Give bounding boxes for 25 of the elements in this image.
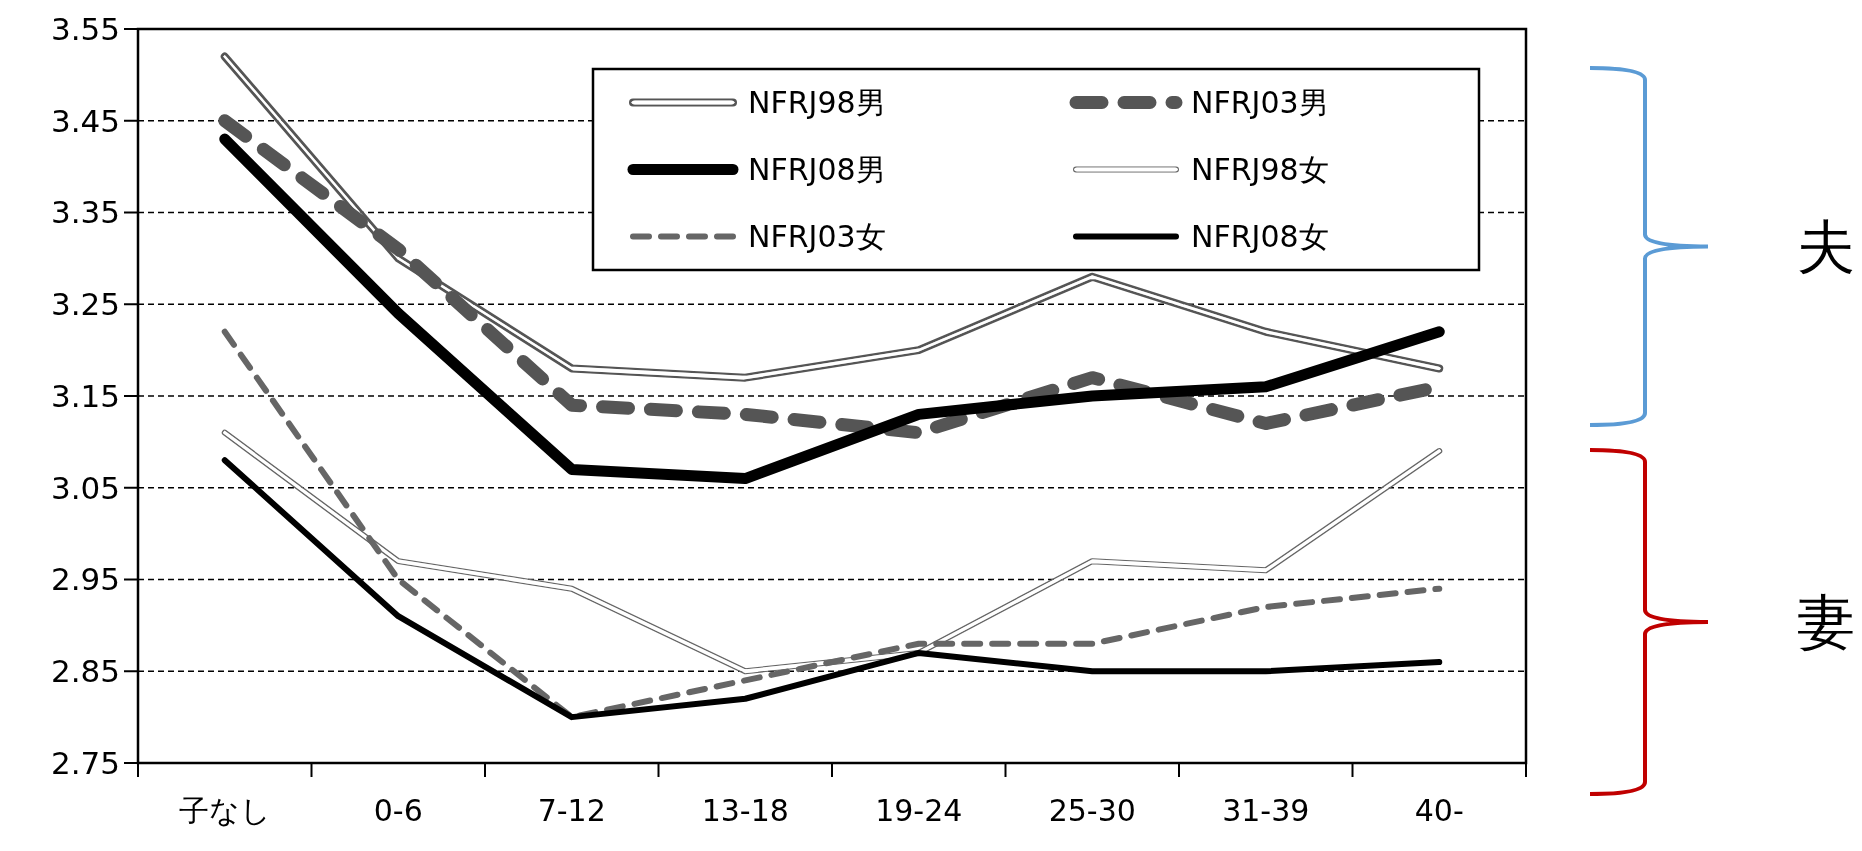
y-tick-label: 2.75 (50, 744, 120, 781)
x-tick-label: 0-6 (373, 793, 423, 828)
x-tick-label: 13-18 (701, 793, 789, 828)
y-tick-label: 3.35 (50, 194, 120, 231)
y-tick-label: 3.45 (50, 102, 120, 139)
x-tick-label: 40- (1414, 793, 1464, 828)
x-tick-label: 19-24 (875, 793, 963, 828)
text: 妻 (1797, 588, 1855, 657)
legend-label: NFRJ98男 (748, 85, 886, 120)
y-tick-label: 3.05 (50, 469, 120, 506)
legend-label: NFRJ08女 (1191, 219, 1329, 254)
y-tick-label: 3.25 (50, 286, 120, 323)
legend-label: NFRJ03女 (748, 219, 886, 254)
x-tick-label: 31-39 (1222, 793, 1310, 828)
text: 夫 (1797, 212, 1855, 281)
y-tick-label: 3.15 (50, 377, 120, 414)
legend-label: NFRJ03男 (1191, 85, 1329, 120)
x-tick-label: 7-12 (537, 793, 606, 828)
x-tick-label: 25-30 (1048, 793, 1136, 828)
y-tick-label: 2.85 (50, 653, 120, 690)
y-tick-label: 2.95 (50, 561, 120, 598)
x-tick-label: 子なし (178, 793, 271, 828)
y-tick-label: 3.55 (50, 10, 120, 47)
legend-label: NFRJ08男 (748, 152, 886, 187)
legend-label: NFRJ98女 (1191, 152, 1329, 187)
